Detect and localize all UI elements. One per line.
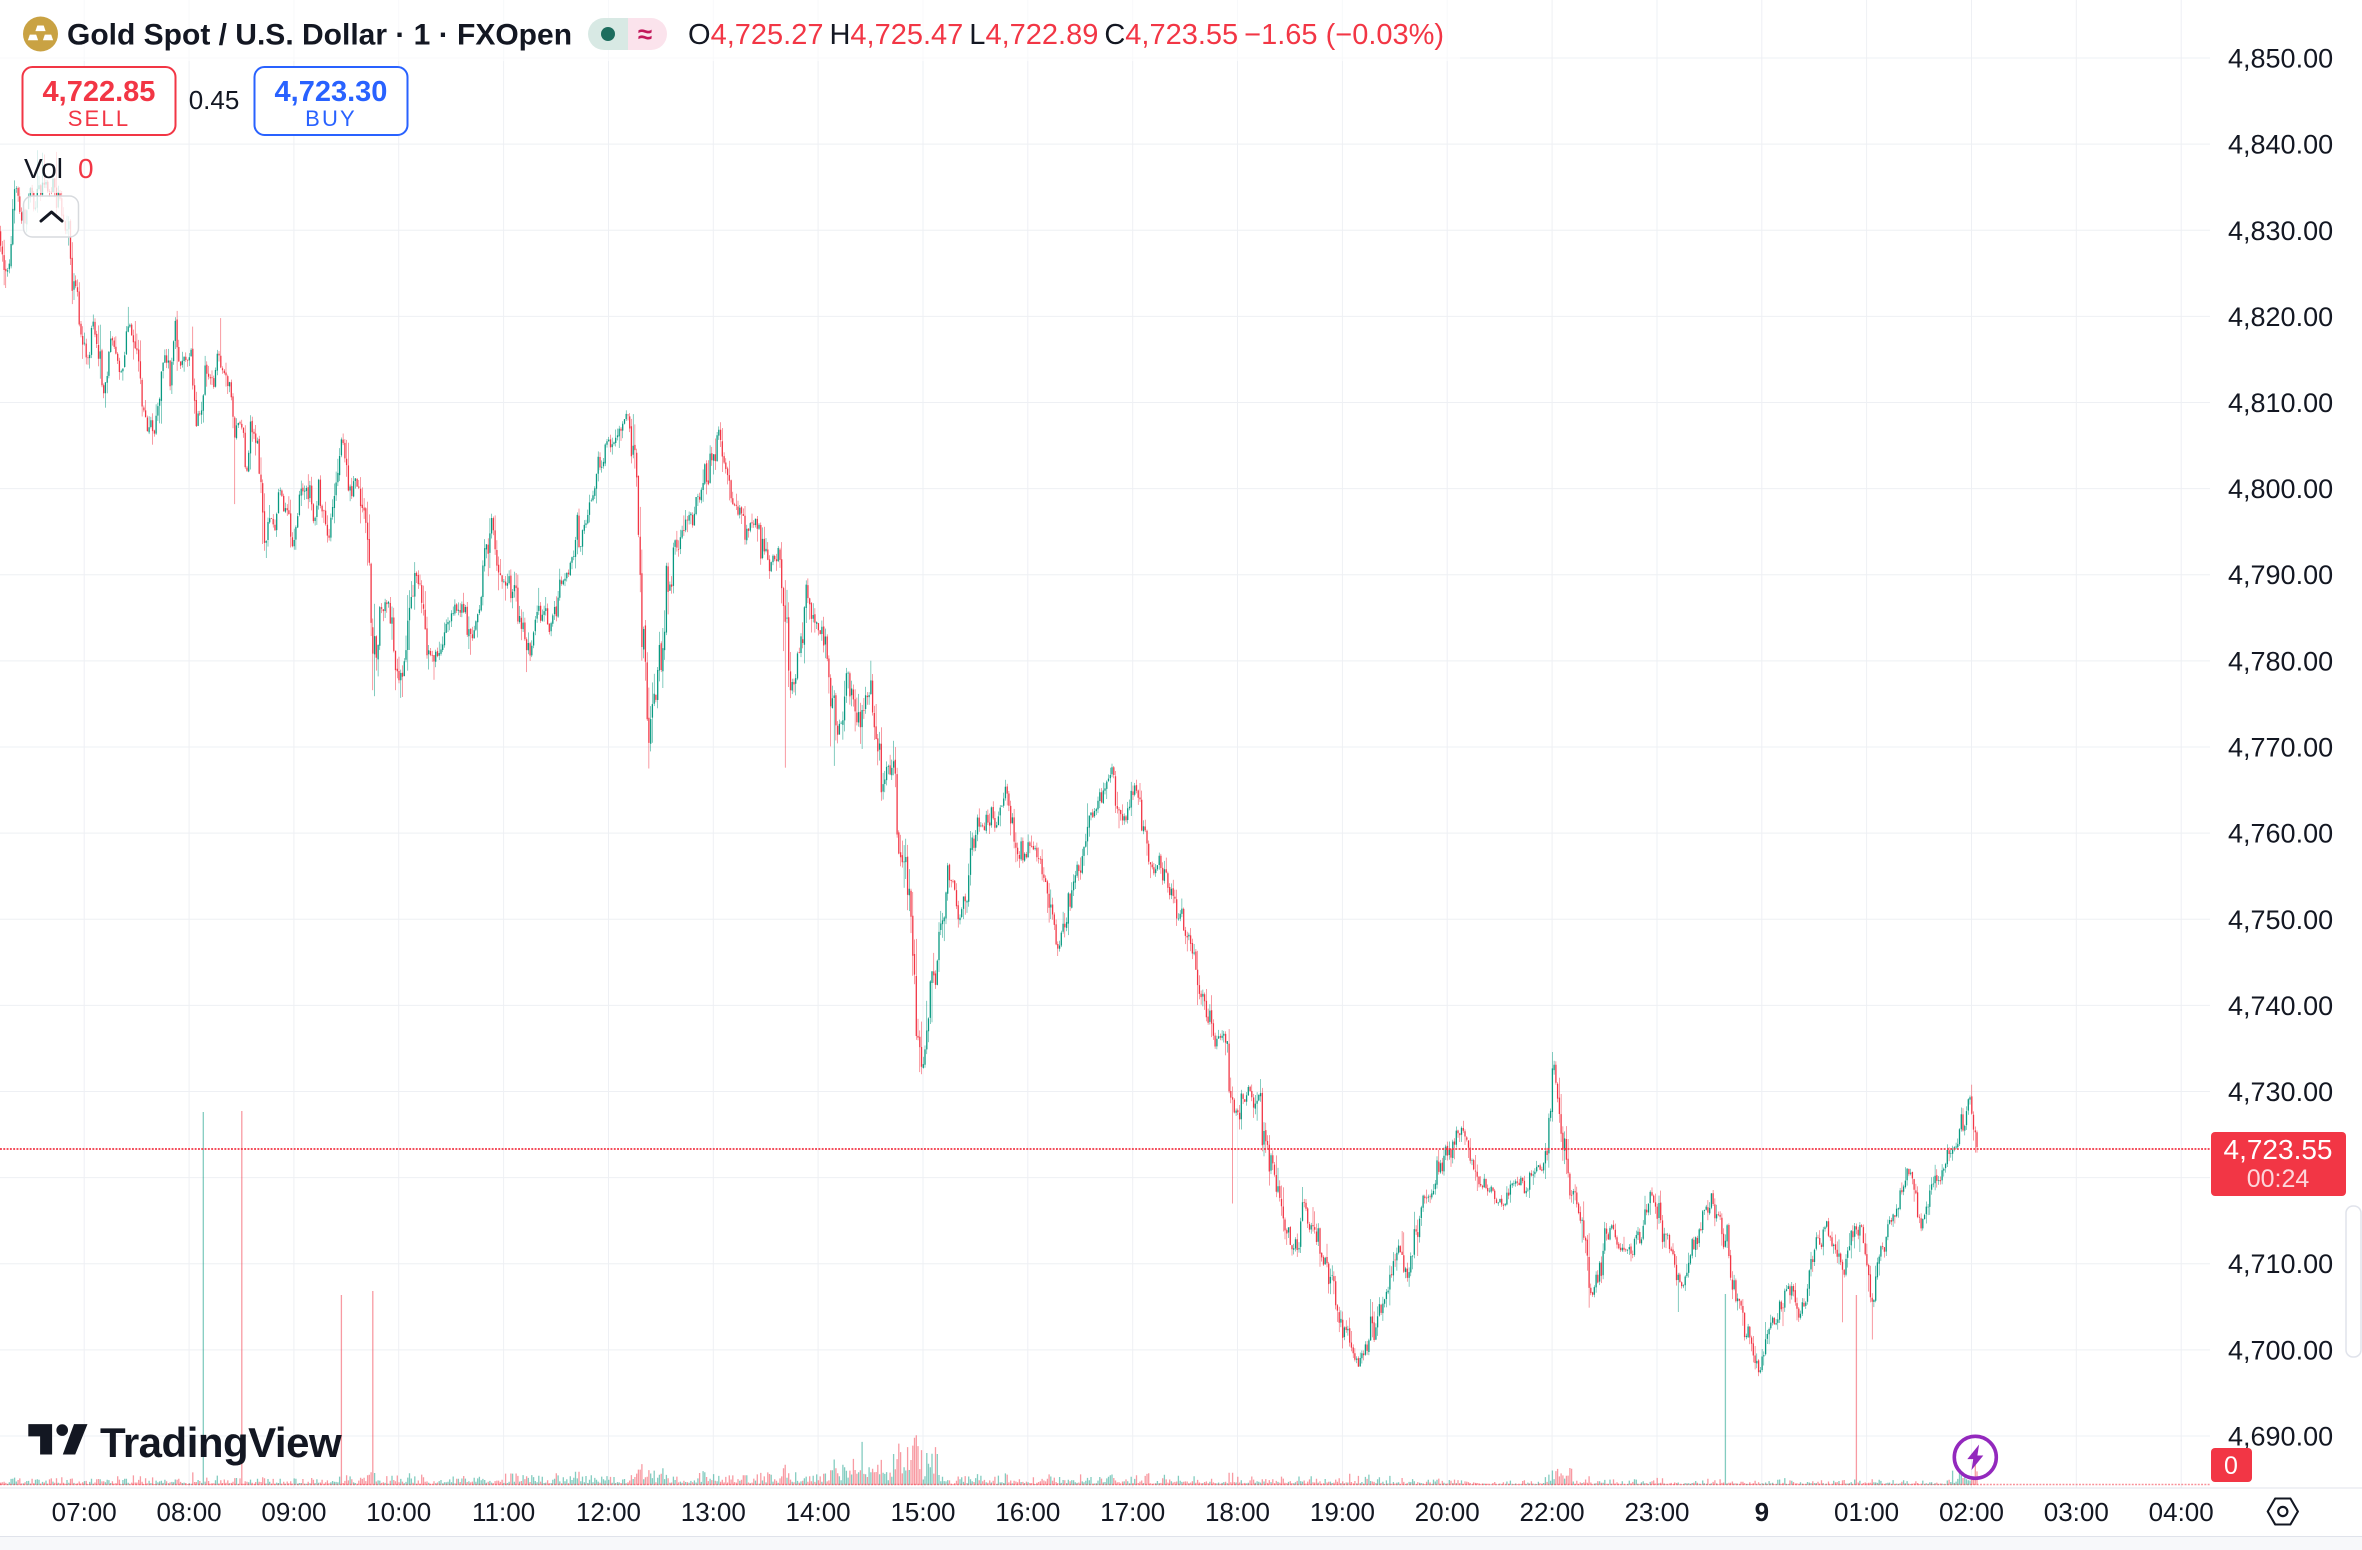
svg-text:Gold Spot / U.S. Dollar · 1 ·: Gold Spot / U.S. Dollar · 1 · FXOpen [67, 19, 572, 52]
svg-text:00:24: 00:24 [2247, 1165, 2310, 1193]
svg-text:TradingView: TradingView [100, 1419, 342, 1466]
svg-text:4,690.00: 4,690.00 [2228, 1422, 2333, 1452]
svg-text:4,760.00: 4,760.00 [2228, 819, 2333, 849]
svg-text:4,790.00: 4,790.00 [2228, 560, 2333, 590]
svg-text:01:00: 01:00 [1834, 1497, 1899, 1527]
svg-text:02:00: 02:00 [1939, 1497, 2004, 1527]
svg-text:12:00: 12:00 [576, 1497, 641, 1527]
svg-text:0: 0 [2224, 1452, 2238, 1480]
svg-text:15:00: 15:00 [890, 1497, 955, 1527]
svg-text:4,722.85: 4,722.85 [43, 76, 156, 108]
svg-text:BUY: BUY [305, 106, 357, 131]
svg-text:Vol: Vol [24, 153, 63, 184]
svg-text:4,810.00: 4,810.00 [2228, 388, 2333, 418]
svg-text:04:00: 04:00 [2149, 1497, 2214, 1527]
svg-text:14:00: 14:00 [786, 1497, 851, 1527]
svg-text:≈: ≈ [638, 19, 652, 49]
svg-text:4,700.00: 4,700.00 [2228, 1335, 2333, 1365]
svg-text:17:00: 17:00 [1100, 1497, 1165, 1527]
svg-text:4,750.00: 4,750.00 [2228, 905, 2333, 935]
svg-text:4,710.00: 4,710.00 [2228, 1249, 2333, 1279]
svg-text:4,723.55: 4,723.55 [2224, 1134, 2333, 1165]
svg-text:08:00: 08:00 [157, 1497, 222, 1527]
svg-text:4,820.00: 4,820.00 [2228, 302, 2333, 332]
svg-text:4,840.00: 4,840.00 [2228, 130, 2333, 160]
svg-text:13:00: 13:00 [681, 1497, 746, 1527]
svg-text:16:00: 16:00 [995, 1497, 1060, 1527]
svg-text:19:00: 19:00 [1310, 1497, 1375, 1527]
svg-text:23:00: 23:00 [1624, 1497, 1689, 1527]
svg-text:4,723.30: 4,723.30 [275, 76, 388, 108]
svg-text:0.45: 0.45 [189, 85, 240, 115]
svg-text:4,830.00: 4,830.00 [2228, 216, 2333, 246]
svg-text:11:00: 11:00 [472, 1497, 535, 1527]
svg-text:07:00: 07:00 [52, 1497, 117, 1527]
svg-text:4,740.00: 4,740.00 [2228, 991, 2333, 1021]
svg-text:10:00: 10:00 [366, 1497, 431, 1527]
svg-text:4,770.00: 4,770.00 [2228, 733, 2333, 763]
svg-text:4,850.00: 4,850.00 [2228, 44, 2333, 74]
svg-text:03:00: 03:00 [2044, 1497, 2109, 1527]
svg-text:4,730.00: 4,730.00 [2228, 1077, 2333, 1107]
svg-text:20:00: 20:00 [1415, 1497, 1480, 1527]
svg-text:4,800.00: 4,800.00 [2228, 474, 2333, 504]
svg-text:18:00: 18:00 [1205, 1497, 1270, 1527]
svg-text:0: 0 [78, 153, 94, 184]
svg-text:4,780.00: 4,780.00 [2228, 646, 2333, 676]
svg-text:SELL: SELL [68, 106, 131, 131]
svg-text:09:00: 09:00 [261, 1497, 326, 1527]
svg-text:22:00: 22:00 [1520, 1497, 1585, 1527]
svg-text:9: 9 [1755, 1497, 1769, 1527]
